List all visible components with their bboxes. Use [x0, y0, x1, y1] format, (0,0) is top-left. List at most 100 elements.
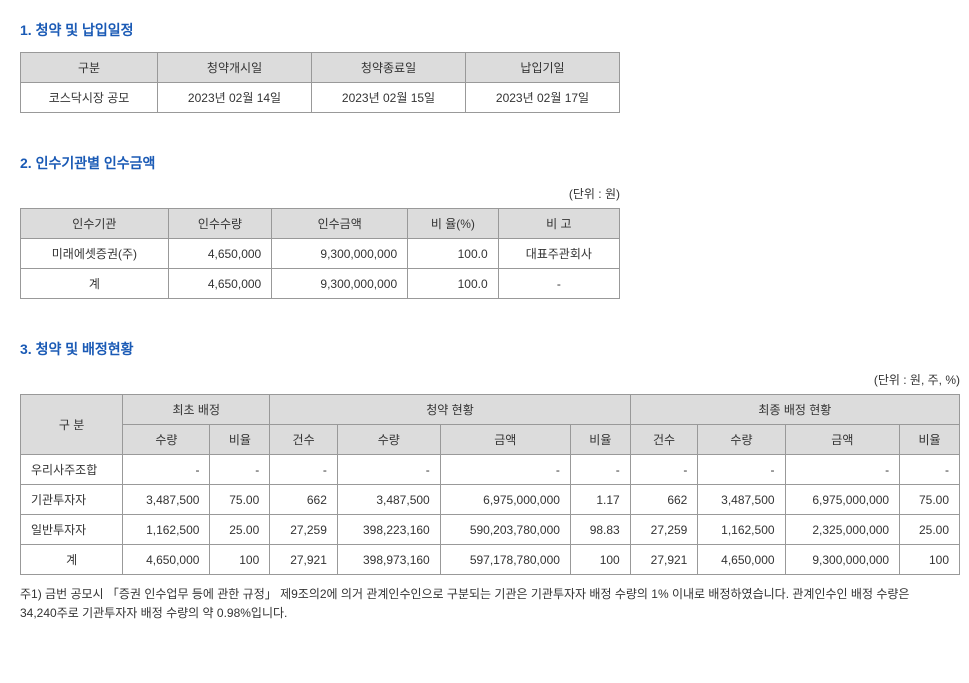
cell: 98.83 [570, 515, 630, 545]
col-header: 수량 [337, 425, 440, 455]
cell: 1,162,500 [123, 515, 210, 545]
cell: 25.00 [900, 515, 960, 545]
cell: 4,650,000 [168, 239, 271, 269]
cell: 100 [900, 545, 960, 575]
col-header: 수량 [123, 425, 210, 455]
col-header: 비율 [570, 425, 630, 455]
col-header: 인수금액 [272, 209, 408, 239]
col-header: 비 율(%) [408, 209, 498, 239]
cell: 590,203,780,000 [440, 515, 570, 545]
cell: 9,300,000,000 [272, 239, 408, 269]
col-header: 비율 [210, 425, 270, 455]
cell: 6,975,000,000 [440, 485, 570, 515]
table-row: 일반투자자 1,162,500 25.00 27,259 398,223,160… [21, 515, 960, 545]
cell: - [123, 455, 210, 485]
schedule-table: 구분 청약개시일 청약종료일 납입기일 코스닥시장 공모 2023년 02월 1… [20, 52, 620, 113]
cell: 4,650,000 [168, 269, 271, 299]
cell: 9,300,000,000 [785, 545, 900, 575]
cell: 2023년 02월 15일 [312, 83, 466, 113]
cell: - [570, 455, 630, 485]
cell: 27,259 [630, 515, 698, 545]
table-row: 계 4,650,000 100 27,921 398,973,160 597,1… [21, 545, 960, 575]
cell: 2023년 02월 14일 [158, 83, 312, 113]
table-header-row: 구분 청약개시일 청약종료일 납입기일 [21, 53, 620, 83]
cell: - [785, 455, 900, 485]
col-header: 인수기관 [21, 209, 169, 239]
table-header-row: 인수기관 인수수량 인수금액 비 율(%) 비 고 [21, 209, 620, 239]
cell: 100.0 [408, 239, 498, 269]
cell: 미래에셋증권(주) [21, 239, 169, 269]
table-row: 우리사주조합 - - - - - - - - - - [21, 455, 960, 485]
col-header: 건수 [630, 425, 698, 455]
col-header: 최종 배정 현황 [630, 395, 959, 425]
cell: 일반투자자 [21, 515, 123, 545]
cell: - [270, 455, 338, 485]
col-header: 구 분 [21, 395, 123, 455]
table-header-row: 수량 비율 건수 수량 금액 비율 건수 수량 금액 비율 [21, 425, 960, 455]
cell: 25.00 [210, 515, 270, 545]
col-header: 인수수량 [168, 209, 271, 239]
cell: 1.17 [570, 485, 630, 515]
cell: 100 [570, 545, 630, 575]
col-header: 구분 [21, 53, 158, 83]
col-header: 비율 [900, 425, 960, 455]
col-header: 수량 [698, 425, 785, 455]
cell: - [900, 455, 960, 485]
cell: 4,650,000 [698, 545, 785, 575]
cell: 597,178,780,000 [440, 545, 570, 575]
cell: 662 [270, 485, 338, 515]
col-header: 청약종료일 [312, 53, 466, 83]
col-header: 청약개시일 [158, 53, 312, 83]
col-header: 금액 [785, 425, 900, 455]
allocation-table: 구 분 최초 배정 청약 현황 최종 배정 현황 수량 비율 건수 수량 금액 … [20, 394, 960, 575]
cell: 계 [21, 545, 123, 575]
cell: 75.00 [900, 485, 960, 515]
cell: 1,162,500 [698, 515, 785, 545]
footnote: 주1) 금번 공모시 「증권 인수업무 등에 관한 규정」 제9조의2에 의거 … [20, 585, 949, 623]
cell: - [440, 455, 570, 485]
col-header: 건수 [270, 425, 338, 455]
table-row: 계 4,650,000 9,300,000,000 100.0 - [21, 269, 620, 299]
cell: 3,487,500 [698, 485, 785, 515]
section3-title: 3. 청약 및 배정현황 [20, 339, 949, 359]
section-underwriter: 2. 인수기관별 인수금액 (단위 : 원) 인수기관 인수수량 인수금액 비 … [20, 153, 949, 299]
cell: 100 [210, 545, 270, 575]
cell: - [630, 455, 698, 485]
cell: 6,975,000,000 [785, 485, 900, 515]
cell: 75.00 [210, 485, 270, 515]
cell: 398,973,160 [337, 545, 440, 575]
cell: 기관투자자 [21, 485, 123, 515]
col-header: 최초 배정 [123, 395, 270, 425]
cell: 27,259 [270, 515, 338, 545]
table-row: 코스닥시장 공모 2023년 02월 14일 2023년 02월 15일 202… [21, 83, 620, 113]
col-header: 금액 [440, 425, 570, 455]
cell: 27,921 [630, 545, 698, 575]
cell: - [337, 455, 440, 485]
cell: - [498, 269, 619, 299]
cell: 3,487,500 [337, 485, 440, 515]
cell: 코스닥시장 공모 [21, 83, 158, 113]
section2-title: 2. 인수기관별 인수금액 [20, 153, 949, 173]
table-header-row: 구 분 최초 배정 청약 현황 최종 배정 현황 [21, 395, 960, 425]
table-row: 미래에셋증권(주) 4,650,000 9,300,000,000 100.0 … [21, 239, 620, 269]
col-header: 청약 현황 [270, 395, 630, 425]
cell: 계 [21, 269, 169, 299]
section-allocation: 3. 청약 및 배정현황 (단위 : 원, 주, %) 구 분 최초 배정 청약… [20, 339, 949, 623]
cell: 대표주관회사 [498, 239, 619, 269]
cell: 9,300,000,000 [272, 269, 408, 299]
cell: - [210, 455, 270, 485]
cell: 662 [630, 485, 698, 515]
cell: 398,223,160 [337, 515, 440, 545]
cell: 2,325,000,000 [785, 515, 900, 545]
cell: 3,487,500 [123, 485, 210, 515]
col-header: 납입기일 [466, 53, 620, 83]
col-header: 비 고 [498, 209, 619, 239]
cell: 우리사주조합 [21, 455, 123, 485]
cell: 4,650,000 [123, 545, 210, 575]
section1-title: 1. 청약 및 납입일정 [20, 20, 949, 40]
table-row: 기관투자자 3,487,500 75.00 662 3,487,500 6,97… [21, 485, 960, 515]
cell: 27,921 [270, 545, 338, 575]
underwriter-table: 인수기관 인수수량 인수금액 비 율(%) 비 고 미래에셋증권(주) 4,65… [20, 208, 620, 299]
section-schedule: 1. 청약 및 납입일정 구분 청약개시일 청약종료일 납입기일 코스닥시장 공… [20, 20, 949, 113]
unit-label: (단위 : 원, 주, %) [20, 371, 960, 388]
